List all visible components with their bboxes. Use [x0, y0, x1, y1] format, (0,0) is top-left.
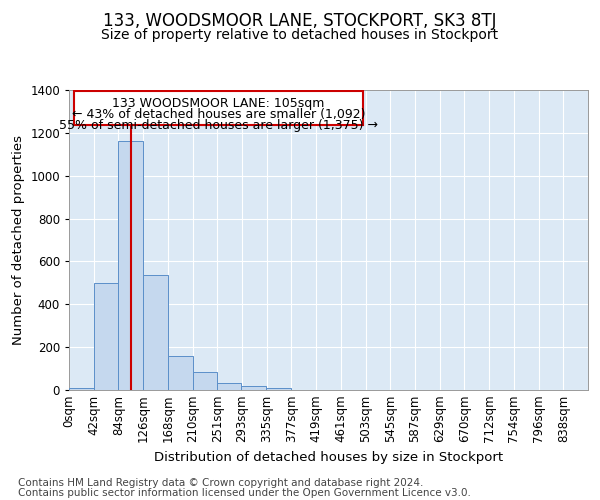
- Bar: [143, 276, 168, 390]
- Text: 133 WOODSMOOR LANE: 105sqm: 133 WOODSMOOR LANE: 105sqm: [112, 97, 325, 110]
- Bar: [193, 372, 217, 390]
- Text: ← 43% of detached houses are smaller (1,092): ← 43% of detached houses are smaller (1,…: [72, 108, 365, 121]
- Y-axis label: Number of detached properties: Number of detached properties: [11, 135, 25, 345]
- Bar: [266, 388, 291, 390]
- Bar: [118, 142, 143, 390]
- Text: 133, WOODSMOOR LANE, STOCKPORT, SK3 8TJ: 133, WOODSMOOR LANE, STOCKPORT, SK3 8TJ: [103, 12, 497, 30]
- Bar: [168, 356, 193, 390]
- Text: Size of property relative to detached houses in Stockport: Size of property relative to detached ho…: [101, 28, 499, 42]
- X-axis label: Distribution of detached houses by size in Stockport: Distribution of detached houses by size …: [154, 451, 503, 464]
- Bar: [94, 283, 118, 390]
- Bar: [69, 388, 94, 390]
- Text: Contains HM Land Registry data © Crown copyright and database right 2024.: Contains HM Land Registry data © Crown c…: [18, 478, 424, 488]
- Text: 55% of semi-detached houses are larger (1,375) →: 55% of semi-detached houses are larger (…: [59, 120, 378, 132]
- Text: Contains public sector information licensed under the Open Government Licence v3: Contains public sector information licen…: [18, 488, 471, 498]
- Bar: [241, 386, 266, 390]
- Bar: [217, 382, 241, 390]
- Bar: [74, 91, 363, 126]
